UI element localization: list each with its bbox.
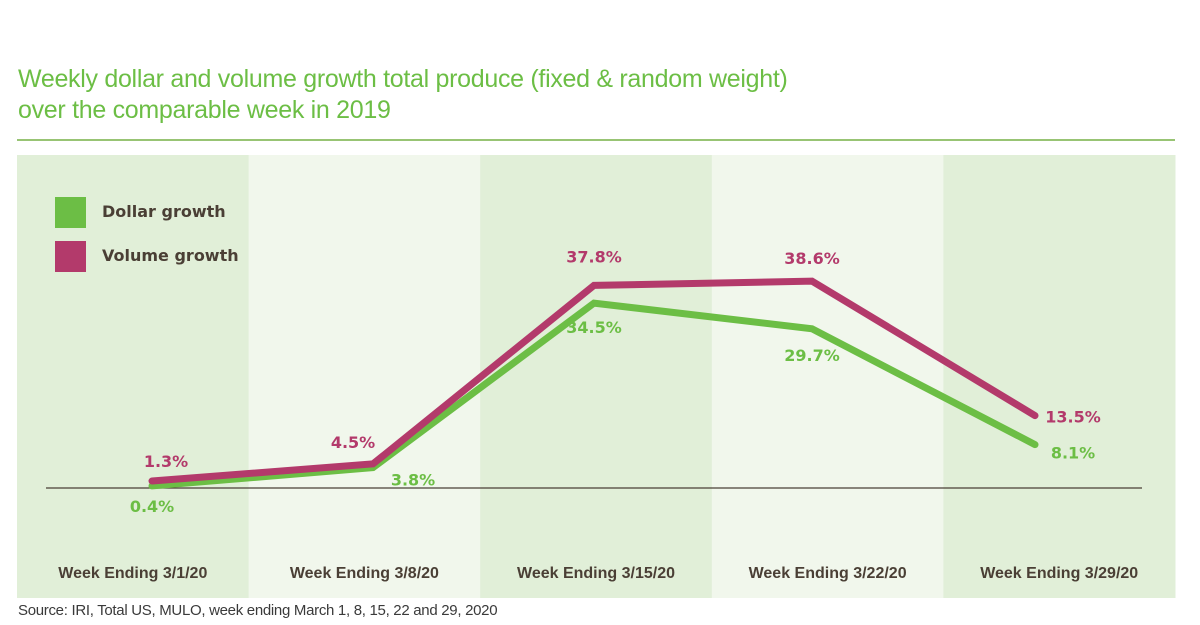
data-label-dollar-growth: 3.8% xyxy=(391,471,435,490)
chart-title: Weekly dollar and volume growth total pr… xyxy=(18,64,1018,126)
legend-swatch-volume-growth xyxy=(55,241,86,272)
x-tick-label: Week Ending 3/29/20 xyxy=(980,565,1138,582)
chart-title-line-2: over the comparable week in 2019 xyxy=(18,96,391,124)
data-label-volume-growth: 4.5% xyxy=(331,433,375,452)
data-label-dollar-growth: 29.7% xyxy=(784,346,840,365)
category-band xyxy=(248,155,481,598)
legend-label-volume-growth: Volume growth xyxy=(102,246,239,265)
category-band xyxy=(943,155,1176,598)
data-label-volume-growth: 38.6% xyxy=(784,249,840,268)
x-tick-label: Week Ending 3/22/20 xyxy=(749,565,907,582)
chart-title-line-1: Weekly dollar and volume growth total pr… xyxy=(18,65,788,93)
x-tick-label: Week Ending 3/8/20 xyxy=(290,565,439,582)
data-label-volume-growth: 1.3% xyxy=(144,452,188,471)
data-label-dollar-growth: 0.4% xyxy=(130,497,174,516)
source-note: Source: IRI, Total US, MULO, week ending… xyxy=(18,602,498,619)
x-tick-label: Week Ending 3/15/20 xyxy=(517,565,675,582)
category-band xyxy=(17,155,250,598)
series-line-dollar-growth xyxy=(148,299,1039,490)
data-label-dollar-growth: 34.5% xyxy=(566,318,622,337)
category-band xyxy=(480,155,713,598)
legend-swatch-dollar-growth xyxy=(55,197,86,228)
data-label-volume-growth: 13.5% xyxy=(1045,408,1101,427)
title-divider xyxy=(17,139,1175,141)
x-tick-label: Week Ending 3/1/20 xyxy=(58,565,207,582)
legend-label-dollar-growth: Dollar growth xyxy=(102,202,226,221)
data-label-dollar-growth: 8.1% xyxy=(1051,444,1095,463)
data-label-volume-growth: 37.8% xyxy=(566,247,622,266)
series-line-volume-growth xyxy=(148,277,1039,485)
